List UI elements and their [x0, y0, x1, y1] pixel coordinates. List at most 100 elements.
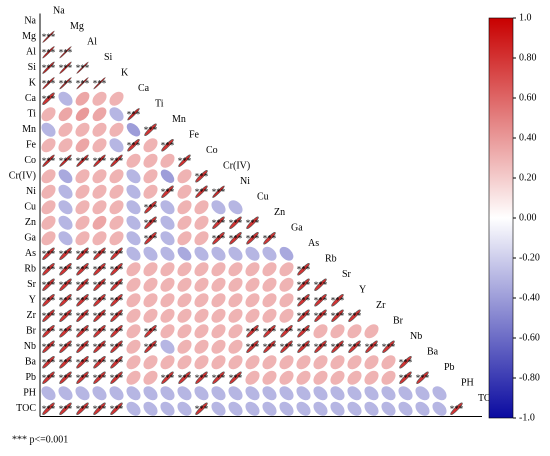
colorbar-tick-label: 0.80 [519, 52, 537, 63]
significance-stars: *** [297, 280, 311, 290]
significance-stars: *** [399, 357, 413, 367]
correlation-ellipse [42, 154, 55, 167]
row-label: Br [26, 326, 37, 337]
row-label: Mg [22, 31, 36, 42]
significance-stars: *** [42, 295, 56, 305]
correlation-ellipse [42, 263, 55, 276]
significance-stars: *** [263, 233, 277, 243]
correlation-ellipse [109, 122, 124, 137]
correlation-ellipse [228, 386, 243, 401]
correlation-ellipse [109, 386, 124, 401]
significance-stars: *** [42, 404, 56, 414]
correlation-ellipse [92, 200, 107, 215]
correlation-ellipse [41, 386, 56, 401]
significance-stars: *** [76, 295, 90, 305]
correlation-ellipse [143, 169, 158, 184]
correlation-ellipse [76, 247, 89, 260]
significance-stars: *** [59, 264, 73, 274]
correlation-ellipse [42, 309, 55, 322]
correlation-ellipse [161, 371, 174, 384]
correlation-ellipse [245, 386, 260, 401]
correlation-ellipse [93, 247, 106, 260]
correlation-ellipse [279, 262, 294, 277]
correlation-ellipse [297, 278, 310, 291]
correlation-ellipse [177, 231, 192, 246]
correlation-ellipse [126, 386, 141, 401]
correlation-ellipse [109, 231, 124, 246]
correlation-ellipse [229, 371, 242, 384]
row-label: As [25, 248, 36, 259]
correlation-ellipse [263, 340, 276, 353]
correlation-ellipse [228, 200, 243, 215]
significance-stars: *** [144, 125, 158, 135]
correlation-ellipse [42, 325, 55, 338]
significance-stars: *** [42, 78, 56, 88]
correlation-ellipse [126, 231, 141, 246]
correlation-ellipse [347, 401, 362, 416]
significance-stars: *** [195, 171, 209, 181]
correlation-ellipse [41, 169, 56, 184]
correlation-ellipse [194, 324, 209, 339]
correlation-ellipse [416, 371, 429, 384]
correlation-ellipse [228, 293, 243, 308]
correlation-ellipse [143, 386, 158, 401]
correlation-ellipse [194, 293, 209, 308]
significance-stars: *** [42, 156, 56, 166]
correlation-ellipse [76, 77, 89, 90]
colorbar-tick-label: 0.00 [519, 212, 537, 223]
correlation-ellipse [398, 401, 413, 416]
correlation-ellipse [279, 246, 294, 261]
correlation-ellipse [126, 200, 141, 215]
colorbar-tick-label: 0.60 [519, 92, 537, 103]
significance-stars: *** [178, 156, 192, 166]
significance-stars: *** [93, 357, 107, 367]
correlation-ellipse [126, 339, 141, 354]
significance-stars: *** [42, 94, 56, 104]
correlation-ellipse [228, 246, 243, 261]
correlation-ellipse [75, 122, 90, 137]
correlation-ellipse [93, 263, 106, 276]
correlation-ellipse [347, 386, 362, 401]
significance-stars: *** [110, 342, 124, 352]
correlation-ellipse [76, 278, 89, 291]
correlation-ellipse [42, 294, 55, 307]
correlation-ellipse [313, 386, 328, 401]
correlation-ellipse [59, 247, 72, 260]
correlation-ellipse [110, 371, 123, 384]
correlation-ellipse [279, 401, 294, 416]
row-label: Co [24, 155, 36, 166]
correlation-ellipse [143, 262, 158, 277]
correlation-ellipse [279, 386, 294, 401]
correlation-ellipse [160, 169, 175, 183]
correlation-ellipse [59, 294, 72, 307]
correlation-ellipse [42, 278, 55, 291]
diagonal-label: TOC [478, 393, 498, 404]
correlation-ellipse [42, 92, 55, 105]
correlation-ellipse [144, 201, 157, 214]
significance-stars: *** [76, 326, 90, 336]
significance-stars: *** [110, 326, 124, 336]
correlation-ellipse [92, 231, 107, 246]
correlation-ellipse [75, 169, 90, 184]
significance-stars: *** [42, 63, 56, 73]
correlation-ellipse [194, 246, 209, 261]
correlation-ellipse [399, 356, 412, 369]
correlation-ellipse [382, 340, 395, 353]
correlation-ellipse [330, 355, 345, 370]
correlation-ellipse [93, 402, 106, 415]
correlation-ellipse [160, 153, 175, 168]
significance-stars: *** [195, 404, 209, 414]
correlation-ellipse [177, 169, 192, 184]
correlation-ellipse [160, 231, 175, 246]
footnote: *** p<=0.001 [12, 434, 68, 445]
row-label: Ga [24, 233, 36, 244]
correlation-ellipse [246, 216, 259, 229]
significance-stars: *** [263, 342, 277, 352]
correlation-ellipse [331, 340, 344, 353]
colorbar [488, 17, 514, 419]
significance-stars: *** [348, 342, 362, 352]
correlation-ellipse [246, 325, 259, 338]
correlation-ellipse [160, 293, 175, 308]
correlation-ellipse [330, 370, 345, 385]
significance-stars: *** [212, 373, 226, 383]
